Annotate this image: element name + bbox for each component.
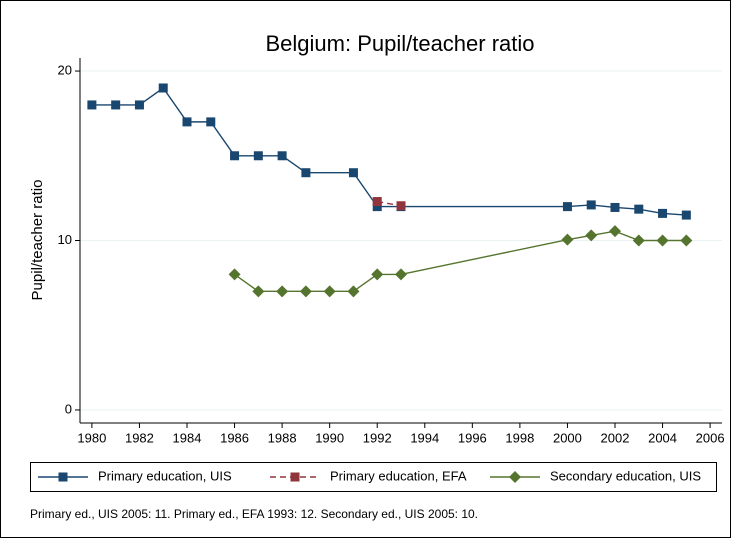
marker: [372, 202, 382, 212]
x-tick-label: 1988: [268, 430, 297, 445]
marker: [372, 197, 382, 207]
x-tick-label: 1992: [363, 430, 392, 445]
marker: [561, 233, 574, 246]
y-tick-label: 20: [58, 62, 72, 77]
x-tick-label: 2004: [648, 430, 677, 445]
legend-label: Primary education, EFA: [330, 468, 467, 483]
marker: [277, 151, 287, 161]
marker: [586, 200, 596, 210]
x-tick-label: 2000: [553, 430, 582, 445]
note: Primary ed., UIS 2005: 11. Primary ed., …: [30, 507, 478, 521]
legend-box: [30, 462, 717, 492]
chart-title: Belgium: Pupil/teacher ratio: [265, 31, 534, 56]
x-tick-label: 2002: [601, 430, 630, 445]
marker: [228, 268, 241, 281]
marker: [656, 234, 669, 247]
marker: [585, 229, 598, 242]
marker: [396, 201, 406, 211]
marker: [610, 202, 620, 212]
marker: [371, 268, 384, 281]
marker: [111, 100, 121, 110]
marker: [253, 151, 263, 161]
marker: [206, 117, 216, 127]
marker: [158, 83, 168, 93]
marker: [87, 100, 97, 110]
marker: [301, 168, 311, 178]
legend-marker: [509, 471, 521, 483]
x-tick-label: 1996: [458, 430, 487, 445]
y-tick-label: 10: [58, 232, 72, 247]
marker: [395, 268, 407, 281]
marker: [182, 117, 192, 127]
marker: [609, 225, 621, 238]
marker: [252, 285, 265, 298]
x-tick-label: 1986: [220, 430, 249, 445]
marker: [230, 151, 240, 161]
legend-marker: [290, 472, 300, 482]
marker: [323, 285, 336, 298]
x-tick-label: 1984: [173, 430, 202, 445]
legend-marker: [58, 472, 68, 482]
x-tick-label: 1980: [77, 430, 106, 445]
x-tick-label: 1990: [315, 430, 344, 445]
marker: [348, 168, 358, 178]
marker: [680, 234, 693, 247]
x-tick-label: 1998: [505, 430, 534, 445]
x-tick-label: 1982: [125, 430, 154, 445]
marker: [632, 234, 645, 247]
legend-label: Primary education, UIS: [98, 468, 232, 483]
marker: [634, 204, 644, 214]
marker: [134, 100, 144, 110]
marker: [299, 285, 312, 298]
legend-label: Secondary education, UIS: [550, 468, 701, 483]
y-tick-label: 0: [65, 401, 72, 416]
x-tick-label: 1994: [410, 430, 439, 445]
y-axis-label: Pupil/teacher ratio: [29, 180, 46, 301]
marker: [681, 210, 691, 220]
x-tick-label: 2006: [696, 430, 725, 445]
marker: [347, 285, 360, 298]
marker: [276, 285, 289, 298]
marker: [562, 202, 572, 212]
marker: [658, 208, 668, 218]
